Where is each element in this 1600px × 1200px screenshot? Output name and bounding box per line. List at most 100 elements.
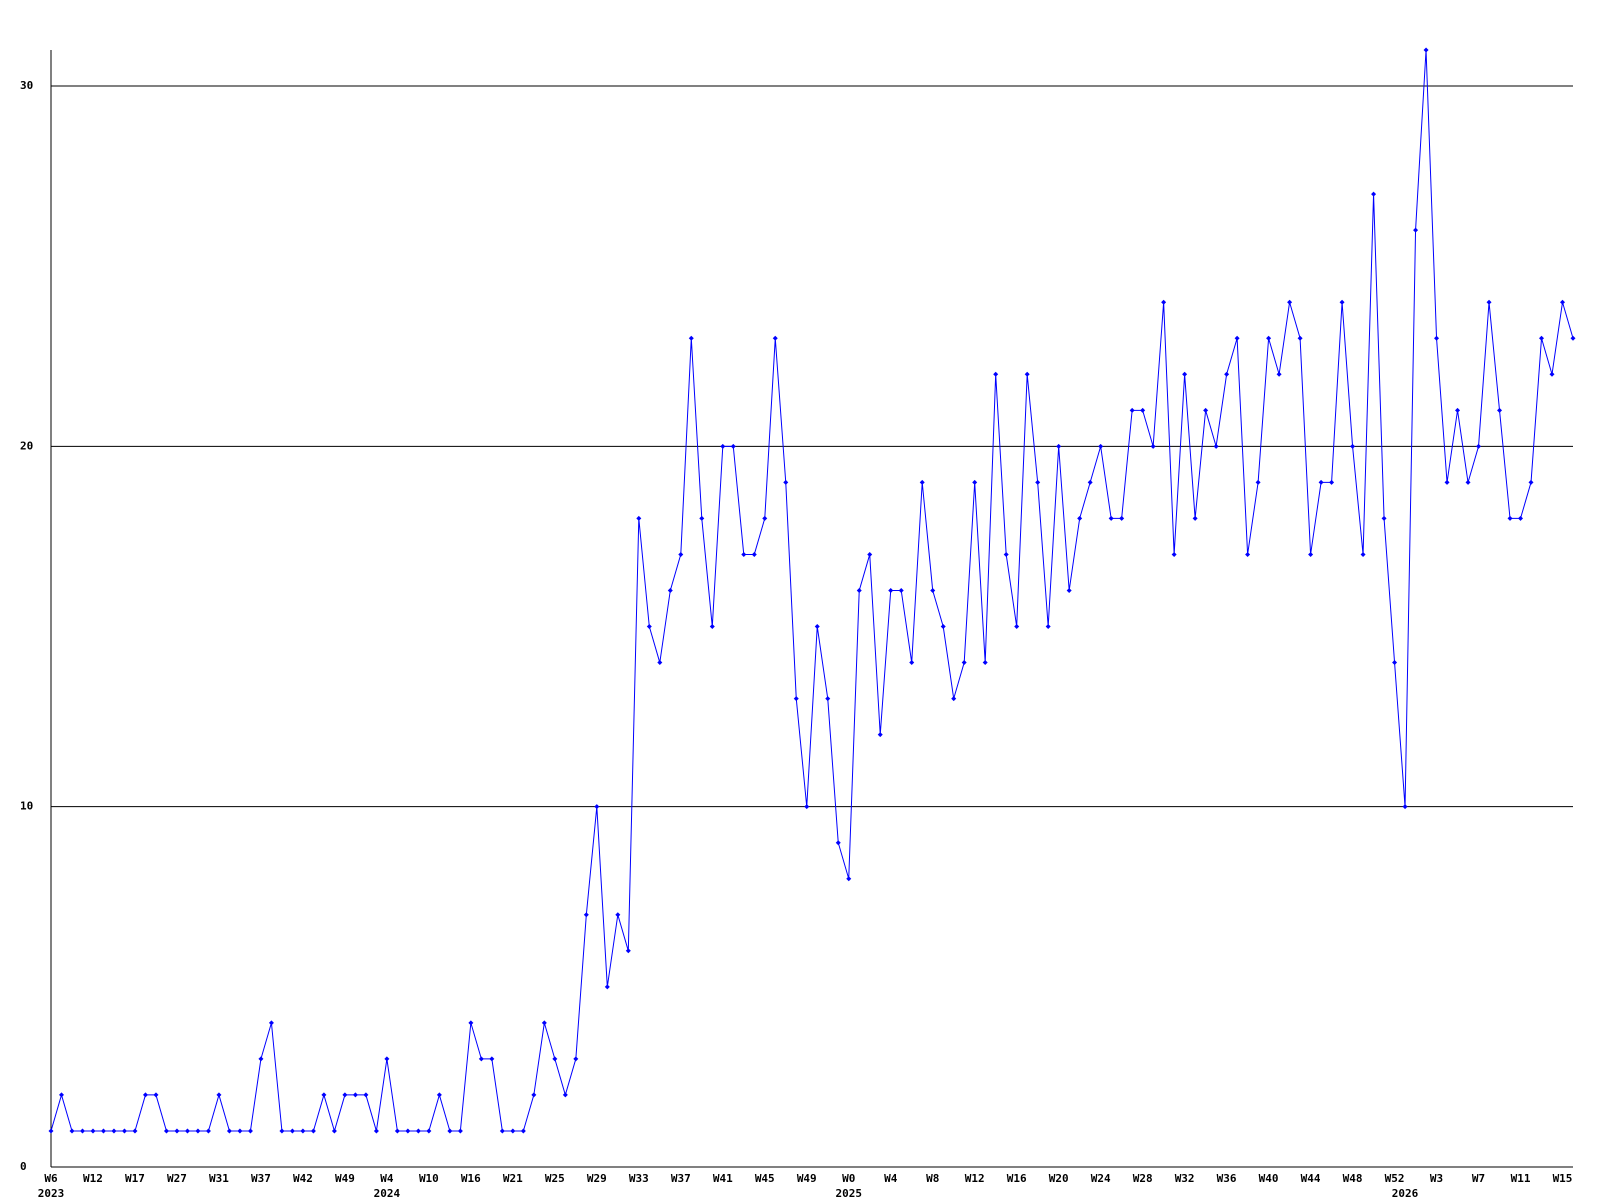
data-point — [1255, 479, 1261, 485]
data-point — [48, 1128, 54, 1134]
data-point — [552, 1056, 558, 1062]
data-point — [457, 1128, 463, 1134]
data-point — [531, 1092, 537, 1098]
x-tick-label: W11 — [1511, 1172, 1531, 1185]
data-point — [1266, 335, 1272, 341]
data-point — [405, 1128, 411, 1134]
data-point — [1402, 804, 1408, 810]
data-point — [1360, 551, 1366, 557]
year-label: 2025 — [835, 1187, 862, 1200]
data-point — [289, 1128, 295, 1134]
data-point — [1423, 47, 1429, 53]
data-point — [793, 696, 799, 702]
data-point — [1077, 515, 1083, 521]
data-point — [1549, 371, 1555, 377]
x-tick-label: W40 — [1259, 1172, 1279, 1185]
x-tick-label: W16 — [1007, 1172, 1027, 1185]
y-tick-label: 10 — [20, 800, 33, 813]
data-point — [489, 1056, 495, 1062]
data-point — [384, 1056, 390, 1062]
data-point — [1486, 299, 1492, 305]
data-point — [741, 551, 747, 557]
data-point — [1087, 479, 1093, 485]
data-point — [1192, 515, 1198, 521]
data-point — [90, 1128, 96, 1134]
data-point — [394, 1128, 400, 1134]
x-tick-label: W29 — [587, 1172, 607, 1185]
x-tick-label: W8 — [926, 1172, 939, 1185]
data-point — [961, 660, 967, 666]
data-point — [583, 912, 589, 918]
y-tick-label: 0 — [20, 1160, 27, 1173]
data-point — [352, 1092, 358, 1098]
data-point — [1098, 443, 1104, 449]
x-tick-label: W27 — [167, 1172, 187, 1185]
data-point — [993, 371, 999, 377]
data-point — [930, 587, 936, 593]
data-point — [604, 984, 610, 990]
data-point — [1528, 479, 1534, 485]
data-point — [174, 1128, 180, 1134]
data-point — [678, 551, 684, 557]
data-point — [1171, 551, 1177, 557]
data-point — [69, 1128, 75, 1134]
data-point — [1518, 515, 1524, 521]
x-tick-label: W37 — [251, 1172, 271, 1185]
x-tick-label: W37 — [671, 1172, 691, 1185]
data-point — [1539, 335, 1545, 341]
data-point — [1381, 515, 1387, 521]
data-point — [1329, 479, 1335, 485]
data-point — [562, 1092, 568, 1098]
data-point — [1455, 407, 1461, 413]
data-point — [373, 1128, 379, 1134]
x-tick-label: W15 — [1553, 1172, 1573, 1185]
data-point — [163, 1128, 169, 1134]
data-point — [1318, 479, 1324, 485]
data-point — [888, 587, 894, 593]
data-point — [268, 1020, 274, 1026]
data-point — [1434, 335, 1440, 341]
data-point — [636, 515, 642, 521]
data-point — [258, 1056, 264, 1062]
data-point — [940, 624, 946, 630]
x-tick-label: W4 — [380, 1172, 394, 1185]
data-point — [279, 1128, 285, 1134]
data-point — [730, 443, 736, 449]
x-tick-label: W10 — [419, 1172, 439, 1185]
data-point — [195, 1128, 201, 1134]
x-tick-label: W48 — [1343, 1172, 1363, 1185]
data-point — [699, 515, 705, 521]
data-point — [909, 660, 915, 666]
x-tick-label: W45 — [755, 1172, 775, 1185]
data-point — [1182, 371, 1188, 377]
x-tick-label: W41 — [713, 1172, 733, 1185]
data-point — [1570, 335, 1576, 341]
data-point — [216, 1092, 222, 1098]
data-point — [1245, 551, 1251, 557]
x-tick-label: W33 — [629, 1172, 649, 1185]
x-tick-label: W25 — [545, 1172, 565, 1185]
data-point — [426, 1128, 432, 1134]
data-point — [783, 479, 789, 485]
x-tick-label: W36 — [1217, 1172, 1237, 1185]
data-point — [321, 1092, 327, 1098]
x-tick-label: W49 — [797, 1172, 817, 1185]
x-tick-label: W44 — [1301, 1172, 1321, 1185]
data-point — [825, 696, 831, 702]
data-point — [1476, 443, 1482, 449]
data-point — [982, 660, 988, 666]
data-point — [1234, 335, 1240, 341]
data-point — [1045, 624, 1051, 630]
data-point — [1140, 407, 1146, 413]
y-tick-label: 30 — [20, 79, 33, 92]
data-point — [1203, 407, 1209, 413]
data-point — [1465, 479, 1471, 485]
data-point — [573, 1056, 579, 1062]
data-point — [720, 443, 726, 449]
data-point — [153, 1092, 159, 1098]
data-point — [132, 1128, 138, 1134]
data-point — [762, 515, 768, 521]
year-label: 2024 — [374, 1187, 401, 1200]
data-point — [1014, 624, 1020, 630]
